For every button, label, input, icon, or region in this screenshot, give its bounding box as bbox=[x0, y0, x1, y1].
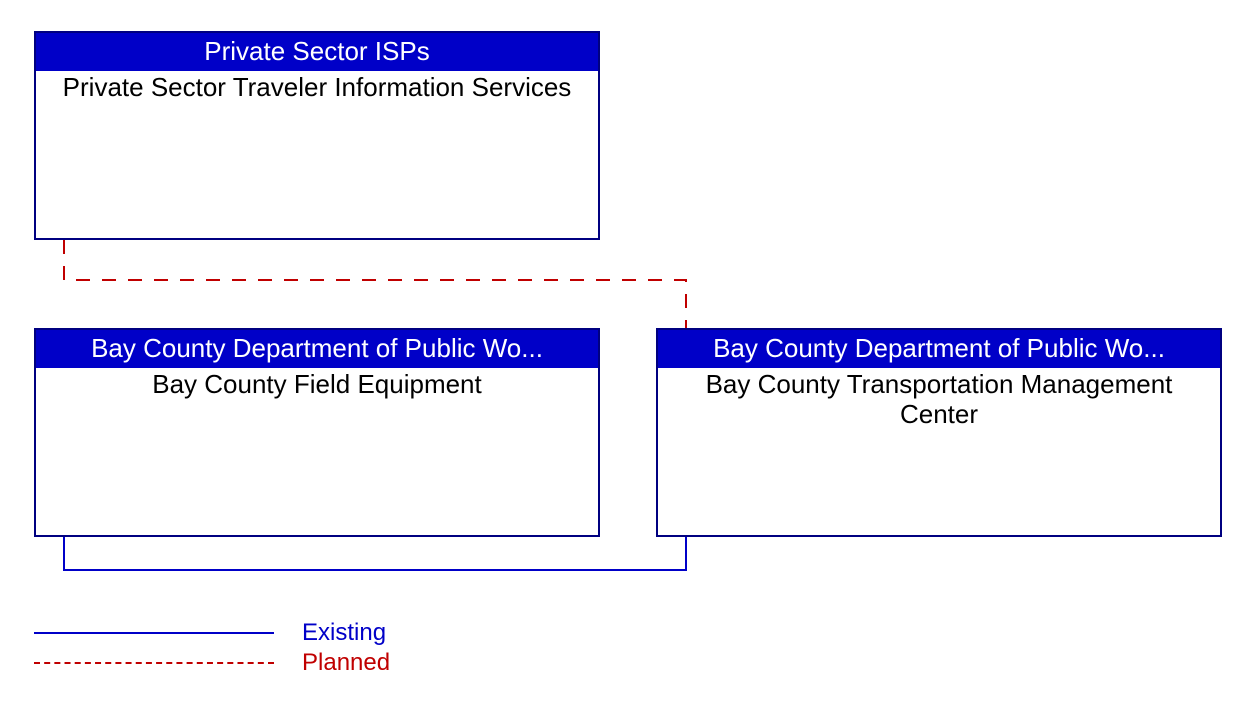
node-tmc: Bay County Department of Public Wo... Ba… bbox=[656, 328, 1222, 537]
diagram-canvas: Private Sector ISPs Private Sector Trave… bbox=[0, 0, 1252, 716]
node-isp-header: Private Sector ISPs bbox=[36, 33, 598, 71]
node-tmc-body: Bay County Transportation Management Cen… bbox=[658, 368, 1220, 432]
edge-existing-field-tmc bbox=[64, 537, 686, 570]
legend-row-existing: Existing bbox=[34, 619, 390, 647]
node-isp-body: Private Sector Traveler Information Serv… bbox=[36, 71, 598, 105]
legend-label-existing: Existing bbox=[302, 619, 386, 647]
node-tmc-header: Bay County Department of Public Wo... bbox=[658, 330, 1220, 368]
edge-planned-isp-tmc bbox=[64, 240, 686, 328]
node-field-header: Bay County Department of Public Wo... bbox=[36, 330, 598, 368]
legend-label-planned: Planned bbox=[302, 649, 390, 677]
legend-line-planned bbox=[34, 662, 274, 664]
node-isp: Private Sector ISPs Private Sector Trave… bbox=[34, 31, 600, 240]
legend: Existing Planned bbox=[34, 619, 390, 679]
node-field-body: Bay County Field Equipment bbox=[36, 368, 598, 402]
legend-row-planned: Planned bbox=[34, 649, 390, 677]
node-field: Bay County Department of Public Wo... Ba… bbox=[34, 328, 600, 537]
legend-line-existing bbox=[34, 632, 274, 634]
